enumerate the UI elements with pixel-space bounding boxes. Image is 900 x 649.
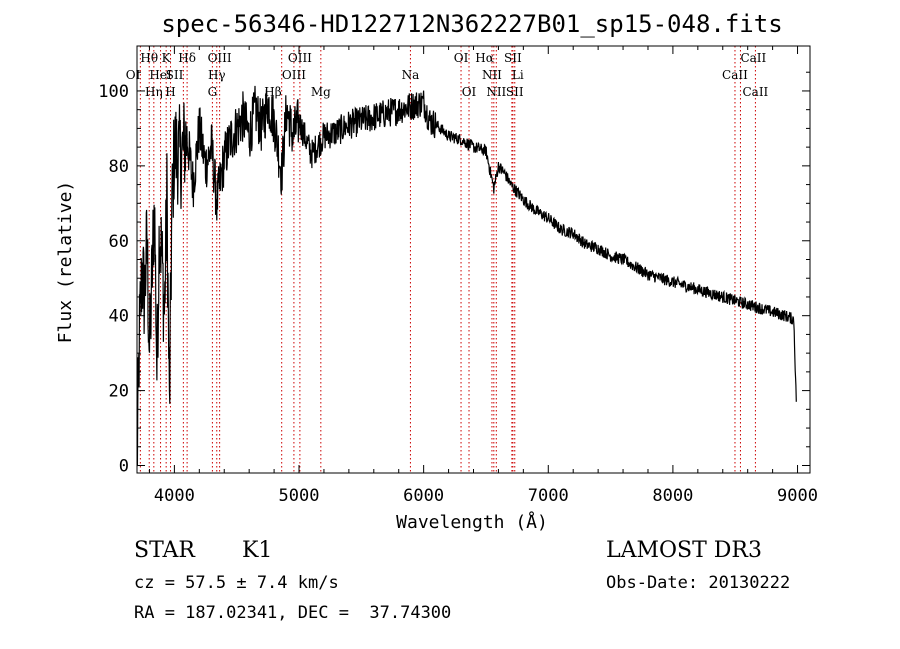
subclass: K1 xyxy=(242,538,273,563)
obs-date: Obs-Date: 20130222 xyxy=(606,573,791,593)
plot-frame xyxy=(136,45,811,474)
line-label: Li xyxy=(512,68,524,82)
line-label: Mg xyxy=(311,85,331,99)
line-label: Hη xyxy=(145,85,163,99)
survey-name: LAMOST DR3 xyxy=(606,538,762,563)
line-label: Hγ xyxy=(208,68,226,82)
spectral-line-markers xyxy=(139,46,756,473)
line-label: Na xyxy=(402,68,420,82)
line-label: SII xyxy=(506,85,524,99)
line-label: G xyxy=(208,85,218,99)
line-label: K xyxy=(162,51,172,65)
line-label: CaII xyxy=(740,51,766,65)
line-label: CaII xyxy=(722,68,748,82)
y-tick-label: 0 xyxy=(119,457,129,477)
x-axis-ticks: 4000 5000 6000 7000 8000 9000 xyxy=(148,46,818,506)
line-label: OIII xyxy=(208,51,232,65)
line-label: SII xyxy=(504,51,522,65)
y-axis-ticks: 0 20 40 60 80 100 xyxy=(98,71,810,477)
coordinates: RA = 187.02341, DEC = 37.74300 xyxy=(134,603,452,623)
line-label: Hθ xyxy=(140,51,158,65)
x-tick-label: 7000 xyxy=(528,486,569,506)
x-tick-label: 8000 xyxy=(652,486,693,506)
line-label: SII xyxy=(166,68,184,82)
x-tick-label: 6000 xyxy=(403,486,444,506)
line-label: Hα xyxy=(475,51,494,65)
spectrum-series-line xyxy=(136,85,797,467)
line-label: HeI xyxy=(149,68,172,82)
line-label: Hδ xyxy=(178,51,196,65)
redshift-text: cz = 57.5 ± 7.4 km/s xyxy=(134,573,339,593)
x-tick-label: 5000 xyxy=(279,486,320,506)
line-label: OI xyxy=(462,85,477,99)
x-tick-label: 4000 xyxy=(154,486,195,506)
line-label: NII xyxy=(486,85,506,99)
spectral-line-labels: OIHθHηHeIKSIIHHδGHγOIIIHβOIIIOIIIMgNaOIO… xyxy=(126,51,769,99)
y-tick-label: 80 xyxy=(109,157,129,177)
line-label: NII xyxy=(482,68,502,82)
line-label: OI xyxy=(454,51,469,65)
chart-title: spec-56346-HD122712N362227B01_sp15-048.f… xyxy=(161,10,782,38)
line-label: OI xyxy=(126,68,141,82)
x-axis-label: Wavelength (Å) xyxy=(396,511,548,533)
y-axis-label: Flux (relative) xyxy=(55,181,76,344)
y-tick-label: 60 xyxy=(109,232,129,252)
object-type: STAR xyxy=(134,538,195,563)
x-tick-label: 9000 xyxy=(777,486,818,506)
y-tick-label: 100 xyxy=(98,82,129,102)
y-tick-label: 20 xyxy=(109,382,129,402)
line-label: OIII xyxy=(282,68,306,82)
line-label: H xyxy=(165,85,175,99)
line-label: OIII xyxy=(288,51,312,65)
line-label: Hβ xyxy=(264,85,281,99)
y-tick-label: 40 xyxy=(109,307,129,327)
line-label: CaII xyxy=(742,85,768,99)
